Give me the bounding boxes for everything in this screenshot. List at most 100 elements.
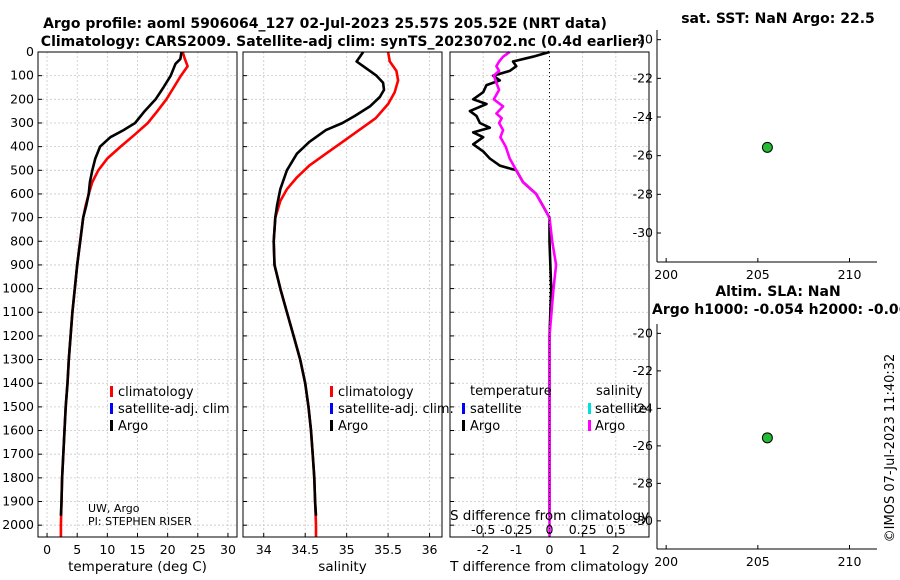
legend-label-satellite: satellite-adj. clim. — [338, 402, 454, 417]
x-tick-label: 205 — [746, 554, 770, 569]
x-tick-label: 205 — [746, 267, 770, 282]
x-tick-label: 15 — [130, 542, 146, 557]
x-tick-label: 30 — [220, 542, 236, 557]
legend-label-climatology: climatology — [118, 385, 194, 400]
x-axis-label: salinity — [318, 559, 366, 575]
y-tick-label: -26 — [633, 148, 653, 163]
y-tick-label: 1200 — [2, 328, 34, 343]
y-tick-label: -22 — [633, 363, 653, 378]
legend-label-satellite: satellite-adj. clim — [118, 402, 230, 417]
series-line-s-diff-argo — [492, 50, 558, 537]
y-tick-label: 900 — [10, 257, 34, 272]
y-tick-label: 300 — [10, 115, 34, 130]
x-tick-label: 5 — [73, 542, 81, 557]
plot-frame — [242, 51, 443, 538]
x-axis-label: temperature (deg C) — [68, 559, 207, 575]
legend-swatch-satellite — [110, 403, 113, 414]
imos-timestamp: ©IMOS 07-Jul-2023 11:40:32 — [883, 354, 898, 543]
series-line-t-diff-argo — [468, 50, 553, 516]
legend-swatch-s-satellite — [588, 403, 591, 414]
y-tick-label: 200 — [10, 91, 34, 106]
legend-swatch-climatology — [330, 386, 333, 397]
x-tick-label: 0 — [546, 542, 554, 557]
map-title: sat. SST: NaN Argo: 22.5 — [681, 11, 875, 27]
pi-note: PI: STEPHEN RISER — [88, 515, 192, 528]
legend-label-climatology: climatology — [338, 385, 414, 400]
x-axis-label: T difference from climatology — [449, 559, 649, 575]
legend-label-argo: Argo — [118, 419, 148, 434]
y-tick-label: 1800 — [2, 470, 34, 485]
series-line-argo — [272, 51, 386, 516]
argo-location-marker — [761, 432, 773, 444]
legend-swatch-argo — [330, 420, 333, 431]
sst-map-panel: -20 -22 -24 -26 -28 -30 200 205 210 sat. SST: NaN… — [633, 11, 877, 282]
y-tick-label: -28 — [633, 186, 653, 201]
x-tick-label: 36 — [422, 542, 438, 557]
y-tick-label: -28 — [633, 475, 653, 490]
y-tick-label: -24 — [633, 400, 653, 415]
top-x-axis-label: S difference from climatology — [450, 508, 649, 524]
y-tick-label: -24 — [633, 109, 653, 124]
y-tick-label: 600 — [10, 186, 34, 201]
x-tick-label: -2 — [477, 542, 489, 557]
map-subtitle: Argo h1000: -0.054 h2000: -0.068 — [652, 302, 900, 318]
x-tick-label: 2 — [612, 542, 620, 557]
top-x-tick-label: -0.25 — [500, 522, 532, 537]
legend-label-t-argo: Argo — [470, 419, 500, 434]
x-tick-label: 200 — [654, 267, 678, 282]
x-tick-label: 200 — [654, 554, 678, 569]
legend-swatch-t-argo — [462, 420, 465, 431]
difference-panel: -2 -1 0 1 2 T difference from climatology S di… — [449, 50, 650, 575]
legend-title-salinity: salinity — [596, 384, 643, 399]
top-x-tick-label: 0 — [546, 522, 554, 537]
legend-label-s-satellite: satellite — [595, 402, 647, 417]
x-tick-label: 1 — [579, 542, 587, 557]
y-tick-label: -30 — [633, 225, 653, 240]
y-tick-label: 1300 — [2, 352, 34, 367]
y-tick-label: 500 — [10, 162, 34, 177]
argo-location-marker — [761, 141, 773, 153]
top-x-tick-label: 0.5 — [606, 522, 626, 537]
legend-swatch-argo — [110, 420, 113, 431]
altimetry-map-panel: -20 -22 -24 -26 -28 -30 200 205 210 Altim. SLA: N… — [633, 284, 900, 569]
figure-title-line1: Argo profile: aoml 5906064_127 02-Jul-20… — [43, 16, 607, 32]
x-tick-label: -1 — [510, 542, 522, 557]
x-tick-label: 35.5 — [374, 542, 402, 557]
y-tick-label: 1700 — [2, 446, 34, 461]
salinity-panel: 34 34.5 35 35.5 36 salinity — [242, 51, 443, 575]
x-tick-label: 34.5 — [291, 542, 319, 557]
y-tick-label: 800 — [10, 233, 34, 248]
institution-note: UW, Argo — [88, 502, 140, 515]
x-tick-label: 10 — [99, 542, 115, 557]
y-tick-label: -20 — [633, 32, 653, 47]
y-tick-label: 2000 — [2, 517, 34, 532]
legend-label-s-argo: Argo — [595, 419, 625, 434]
legend-label-t-satellite: satellite — [470, 402, 522, 417]
y-tick-label: 100 — [10, 68, 34, 83]
y-tick-label: 1500 — [2, 399, 34, 414]
legend-title-temperature: temperature — [470, 384, 552, 399]
y-tick-label: 1400 — [2, 375, 34, 390]
temperature-panel: 0 5 10 15 20 25 300100200300400500600700800900… — [2, 44, 238, 575]
y-tick-label: 1100 — [2, 304, 34, 319]
x-tick-label: 20 — [160, 542, 176, 557]
x-tick-label: 210 — [838, 554, 862, 569]
y-tick-label: -30 — [633, 513, 653, 528]
top-x-tick-label: -0.5 — [471, 522, 495, 537]
y-tick-label: 1900 — [2, 494, 34, 509]
top-x-tick-label: 0.25 — [569, 522, 597, 537]
x-tick-label: 34 — [256, 542, 272, 557]
figure-title-line2: Climatology: CARS2009. Satellite-adj cli… — [41, 34, 645, 50]
series-line-argo — [59, 51, 183, 516]
y-tick-label: -20 — [633, 325, 653, 340]
y-tick-label: 1600 — [2, 423, 34, 438]
legend-swatch-s-argo — [588, 420, 591, 431]
salinity-legend: climatology satellite-adj. clim. Argo — [330, 385, 454, 434]
x-tick-label: 35 — [339, 542, 355, 557]
y-tick-label: 1000 — [2, 281, 34, 296]
plot-frame — [37, 51, 238, 538]
legend-swatch-t-satellite — [462, 403, 465, 414]
map-title: Altim. SLA: NaN — [715, 284, 840, 300]
x-tick-label: 25 — [190, 542, 206, 557]
